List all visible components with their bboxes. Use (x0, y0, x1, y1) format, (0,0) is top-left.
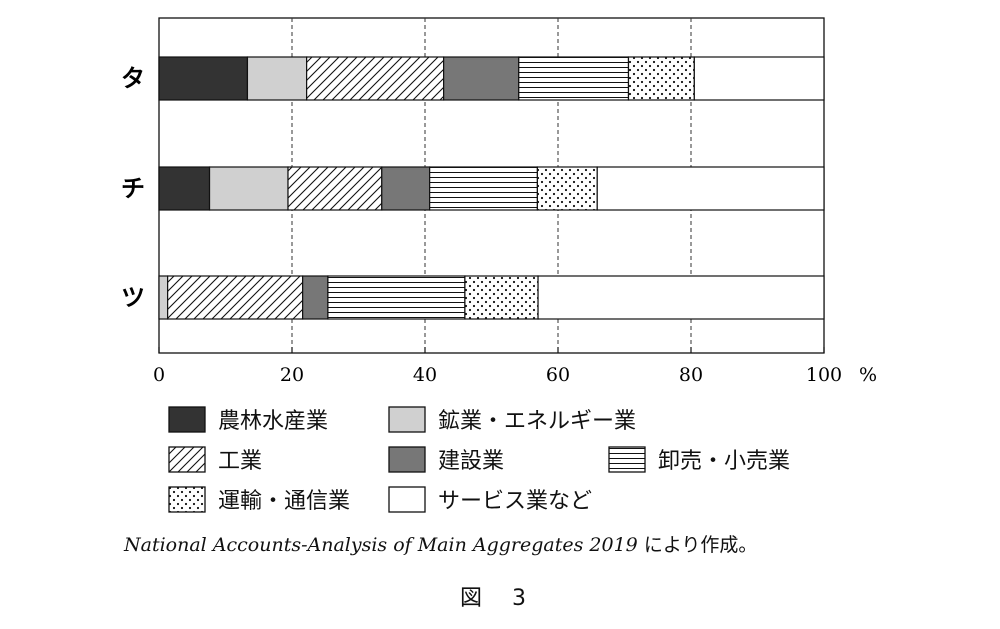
legend-swatch (168, 405, 206, 433)
bar-segment (429, 166, 538, 211)
legend-item: 卸売・小売業 (608, 442, 790, 476)
bar-segment (246, 56, 308, 101)
legend: 農林水産業 鉱業・エネルギー業工業 建設業 卸売・小売業運輸・通信業 サービス業など (168, 402, 868, 522)
bar-segment (208, 166, 289, 211)
bar-segment (693, 56, 825, 101)
category-label: タ (121, 65, 145, 93)
legend-item: サービス業など (388, 482, 592, 516)
x-tick-label: 40 (413, 364, 437, 386)
source-english: National Accounts-Analysis of Main Aggre… (124, 534, 638, 556)
x-tick-label: 60 (546, 364, 570, 386)
legend-swatch (608, 445, 646, 473)
x-tick-label: 20 (280, 364, 304, 386)
bar-segment (158, 56, 249, 101)
bar-segment (518, 56, 630, 101)
bar-segment (627, 56, 695, 101)
bar-segment (381, 166, 431, 211)
stacked-bar-chart: タチツ 0 20 40 60 80 100% (121, 17, 877, 386)
bar-segment (536, 166, 598, 211)
bar-segment (306, 56, 445, 101)
legend-swatch (388, 405, 426, 433)
x-tick-label: 0 (153, 364, 165, 386)
bar-segment (596, 166, 825, 211)
bar-segment (158, 166, 211, 211)
legend-label: 運輸・通信業 (218, 489, 351, 514)
legend-item: 鉱業・エネルギー業 (388, 402, 636, 436)
legend-swatch (168, 485, 206, 513)
category-label: チ (121, 175, 145, 203)
bar-segment (327, 275, 466, 320)
source-japanese: により作成。 (643, 534, 758, 556)
bar-segment (158, 275, 169, 320)
bar-segment (443, 56, 520, 101)
legend-label: 農林水産業 (218, 409, 329, 434)
bar-segment (537, 275, 825, 320)
legend-swatch (388, 485, 426, 513)
x-tick-label: 100 (806, 364, 842, 386)
bar-segment (167, 275, 304, 320)
source-note: National Accounts-Analysis of Main Aggre… (124, 530, 757, 557)
x-tick-label: 80 (679, 364, 703, 386)
category-label: ツ (121, 284, 145, 312)
legend-item: 建設業 (388, 442, 504, 476)
bar-segment (287, 166, 383, 211)
legend-label: 建設業 (438, 449, 505, 474)
legend-label: サービス業など (438, 489, 593, 514)
legend-label: 卸売・小売業 (658, 449, 791, 474)
bar-segment (302, 275, 329, 320)
legend-item: 農林水産業 (168, 402, 328, 436)
legend-label: 鉱業・エネルギー業 (438, 409, 637, 434)
bar-segment (464, 275, 539, 320)
legend-swatch (388, 445, 426, 473)
legend-item: 運輸・通信業 (168, 482, 350, 516)
legend-item: 工業 (168, 442, 262, 476)
legend-swatch (168, 445, 206, 473)
figure-label: 図 3 (460, 586, 530, 611)
legend-label: 工業 (218, 449, 263, 474)
x-unit-label: % (859, 364, 877, 386)
